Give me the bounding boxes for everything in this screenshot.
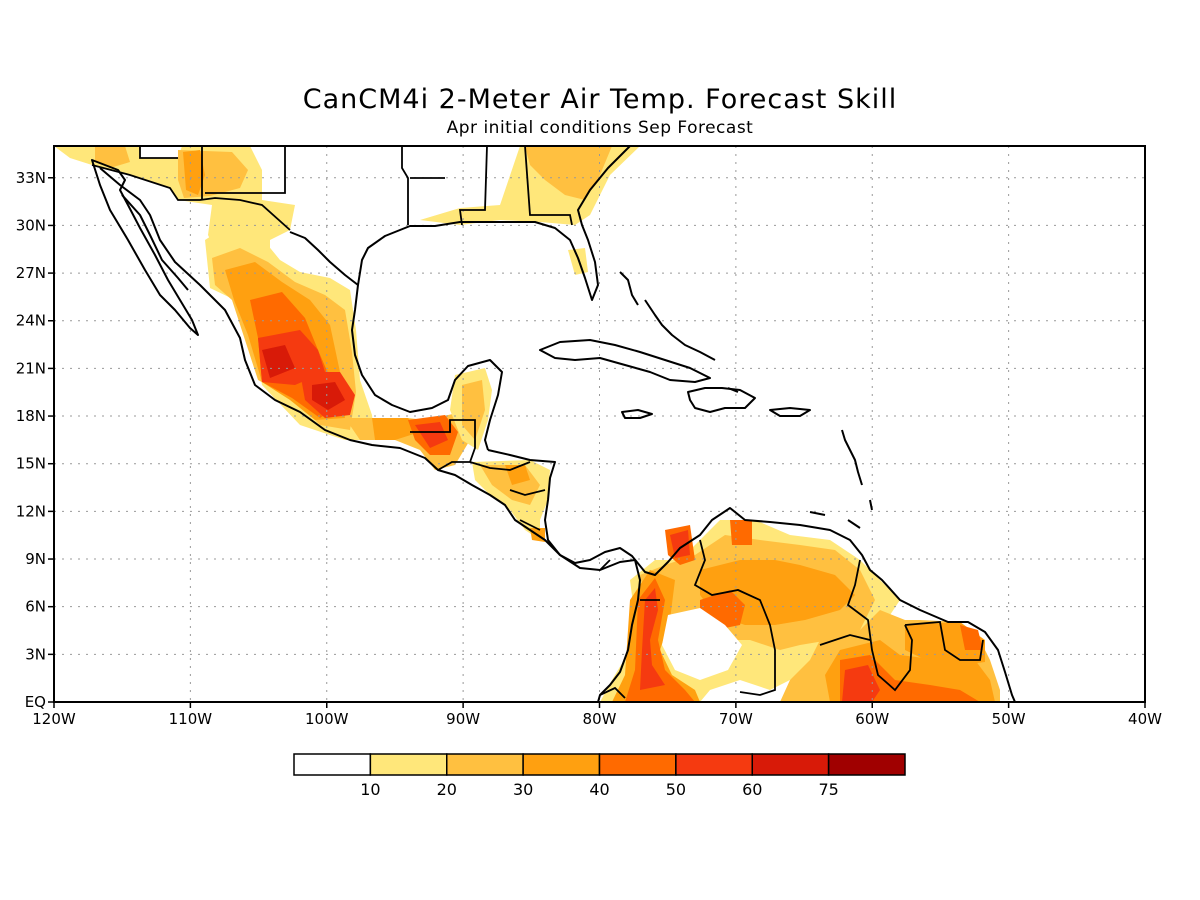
island-antilles xyxy=(809,429,873,529)
skill-area xyxy=(640,588,665,690)
y-tick-label: 27N xyxy=(16,264,46,282)
colorbar-label: 75 xyxy=(818,780,838,799)
coastline-mexico-west xyxy=(99,167,636,571)
y-tick-label: EQ xyxy=(25,693,46,711)
island-hispaniola xyxy=(687,387,756,413)
y-tick-label: 30N xyxy=(16,216,46,234)
colorbar-label: 40 xyxy=(589,780,609,799)
colorbar-swatch xyxy=(751,753,830,776)
skill-area xyxy=(462,380,485,440)
y-tick-label: 9N xyxy=(25,550,46,568)
x-tick-label: 50W xyxy=(992,710,1026,728)
x-tick-label: 100W xyxy=(305,710,349,728)
skill-shading xyxy=(54,146,1000,702)
skill-area xyxy=(525,146,612,200)
coastline-gulf xyxy=(289,146,631,301)
skill-area xyxy=(312,382,345,410)
country-borders xyxy=(91,146,984,699)
skill-area xyxy=(183,150,205,195)
skill-area xyxy=(960,625,983,650)
chart-title: CanCM4i 2-Meter Air Temp. Forecast Skill xyxy=(302,84,898,115)
y-tick-label: 18N xyxy=(16,407,46,425)
colorbar-swatch xyxy=(598,753,677,776)
island-cuba xyxy=(539,339,711,383)
island-bahamas xyxy=(619,271,739,393)
colorbar-swatch xyxy=(293,753,372,776)
skill-area xyxy=(415,422,448,448)
skill-area xyxy=(662,608,742,680)
coastline-gulf-mx xyxy=(351,284,503,451)
y-tick-label: 24N xyxy=(16,312,46,330)
skill-area xyxy=(568,248,588,275)
x-axis: 120W 110W 100W 90W 80W 70W 60W 50W 40W xyxy=(32,702,1162,728)
y-tick-label: 12N xyxy=(16,502,46,520)
x-tick-label: 70W xyxy=(719,710,753,728)
skill-area xyxy=(670,530,690,558)
border-central-america xyxy=(469,461,611,571)
border-guatemala xyxy=(410,419,476,471)
coastline-central-america xyxy=(487,449,1016,702)
border-us-states xyxy=(139,146,573,226)
skill-area xyxy=(262,345,295,378)
colorbar-swatch xyxy=(369,753,448,776)
skill-area xyxy=(372,418,420,440)
border-us-mexico xyxy=(91,164,291,231)
chart-subtitle: Apr initial conditions Sep Forecast xyxy=(446,118,754,138)
x-tick-label: 80W xyxy=(583,710,617,728)
colorbar-label: 20 xyxy=(437,780,457,799)
x-tick-label: 60W xyxy=(855,710,889,728)
colorbar: 10 20 30 40 50 60 75 xyxy=(293,753,906,799)
colorbar-label: 10 xyxy=(360,780,380,799)
coastline-gulf-of-california xyxy=(121,194,189,291)
coastlines xyxy=(91,146,1016,702)
y-tick-label: 15N xyxy=(16,455,46,473)
island-jamaica xyxy=(621,409,653,419)
colorbar-swatch xyxy=(446,753,524,776)
y-tick-label: 21N xyxy=(16,359,46,377)
x-tick-label: 120W xyxy=(32,710,76,728)
colorbar-swatch xyxy=(675,753,753,776)
x-tick-label: 90W xyxy=(446,710,480,728)
skill-area xyxy=(95,146,130,168)
x-tick-label: 40W xyxy=(1128,710,1162,728)
colorbar-label: 50 xyxy=(666,780,686,799)
x-tick-label: 110W xyxy=(169,710,213,728)
colorbar-swatch xyxy=(827,753,906,776)
island-puerto-rico xyxy=(769,407,811,417)
coastline-baja xyxy=(91,159,199,336)
y-tick-label: 6N xyxy=(25,598,46,616)
border-south-america xyxy=(640,539,984,696)
skill-area xyxy=(842,665,880,702)
y-tick-label: 3N xyxy=(25,645,46,663)
coastline-south-america-pacific xyxy=(597,559,641,702)
border-ecuador xyxy=(599,686,626,699)
colorbar-label: 30 xyxy=(513,780,533,799)
y-tick-label: 33N xyxy=(16,169,46,187)
skill-area xyxy=(730,520,752,545)
y-axis: EQ 3N 6N 9N 12N 15N 18N 21N 24N 27N 30N 33N xyxy=(16,169,54,711)
colorbar-swatch xyxy=(522,753,601,776)
colorbar-label: 60 xyxy=(742,780,762,799)
